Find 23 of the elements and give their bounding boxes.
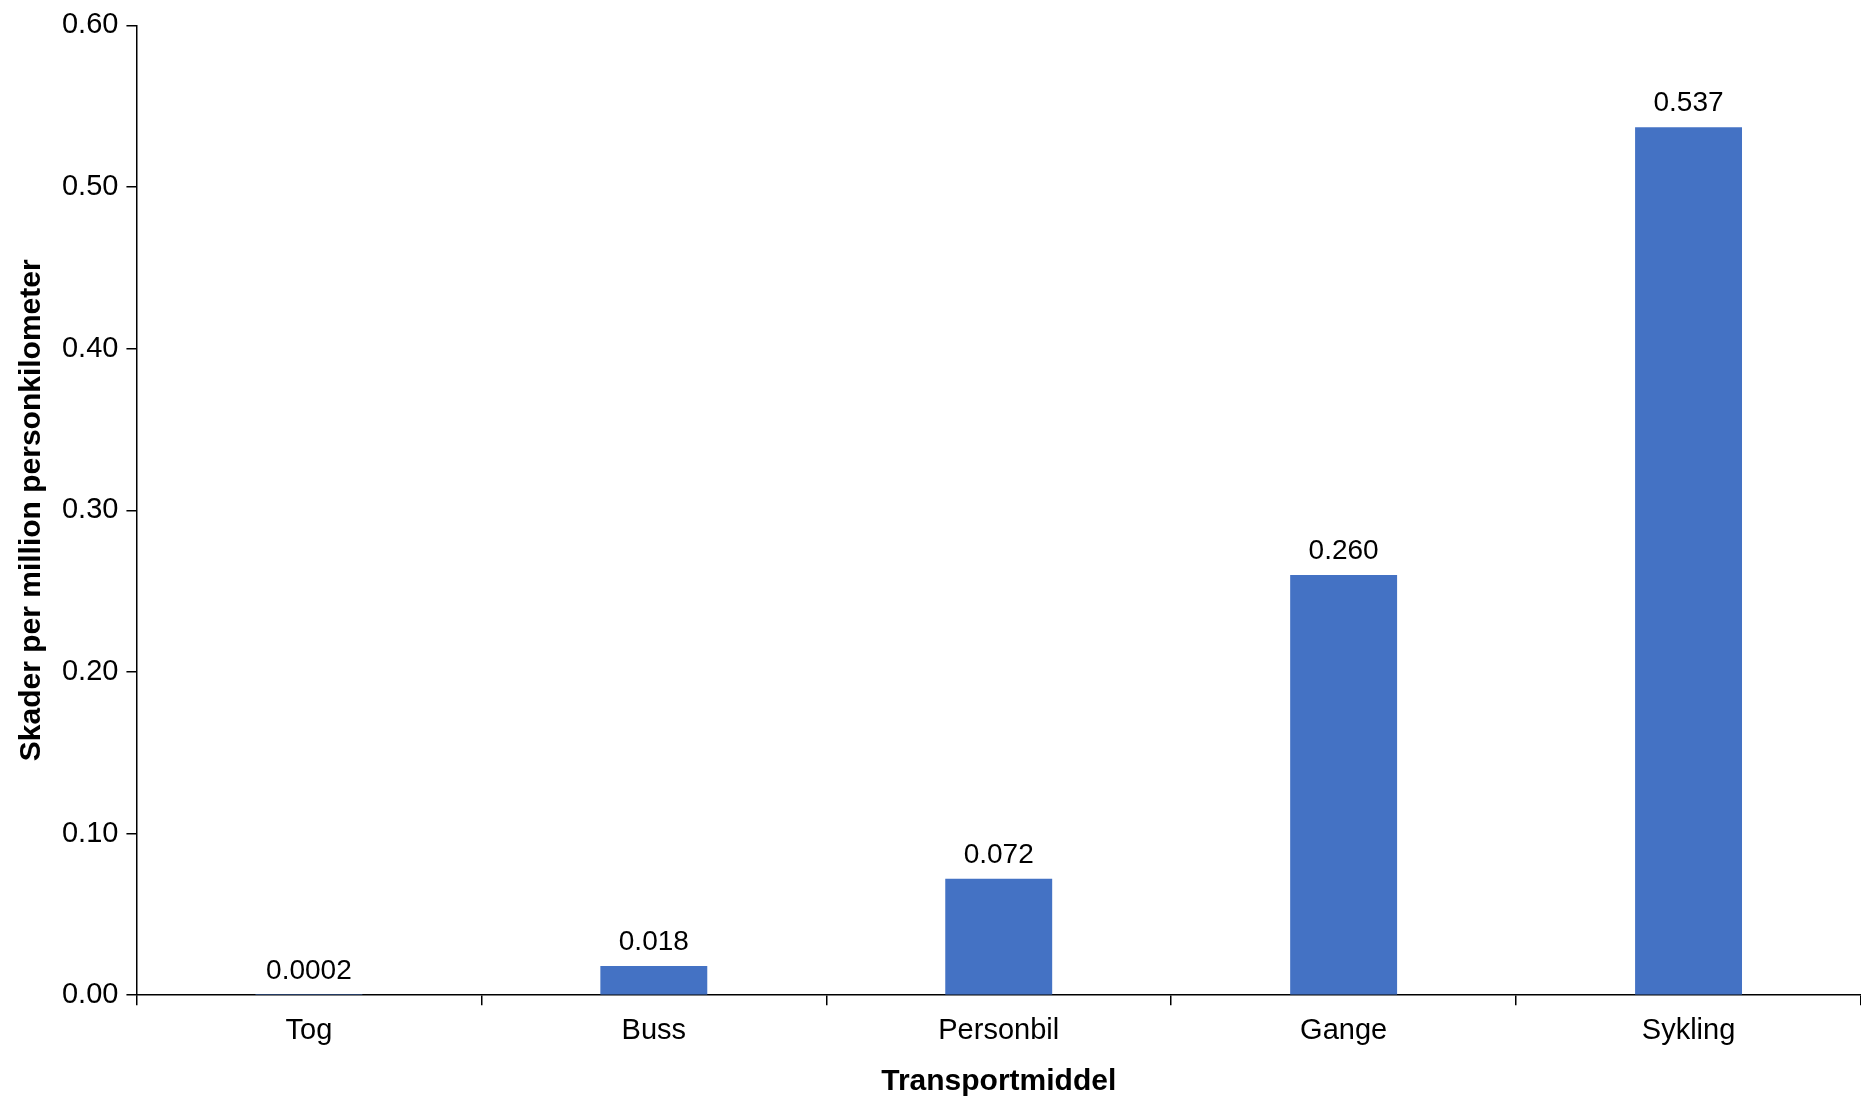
x-tick-label: Personbil [938,1012,1060,1045]
bar [1635,127,1743,995]
y-tick-label: 0.00 [61,977,119,1010]
x-tick-label: Buss [621,1012,687,1045]
y-tick-label: 0.20 [61,653,119,686]
y-tick-label: 0.30 [61,492,119,525]
y-axis-title: Skader per million personkilometer [13,259,47,762]
y-tick-label: 0.10 [61,815,119,848]
x-tick-label: Gange [1300,1012,1388,1045]
y-tick-label: 0.60 [61,7,119,40]
data-label: 0.537 [1653,85,1724,117]
bar [1290,574,1398,995]
data-label: 0.018 [618,924,689,956]
x-tick-label: Sykling [1641,1012,1736,1045]
x-axis-title: Transportmiddel [881,1063,1117,1097]
data-label: 0.260 [1308,533,1379,565]
bar [600,966,708,995]
y-tick-label: 0.40 [61,330,119,363]
data-label: 0.0002 [266,953,352,985]
y-tick-label: 0.50 [61,169,119,202]
data-label: 0.072 [963,837,1034,869]
x-tick-label: Tog [285,1012,333,1045]
bar [945,878,1053,995]
